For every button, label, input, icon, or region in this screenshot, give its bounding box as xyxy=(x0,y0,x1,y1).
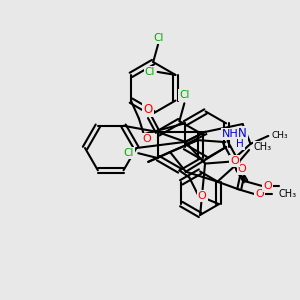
Text: CH₃: CH₃ xyxy=(271,131,288,140)
Text: NH: NH xyxy=(222,129,238,139)
Text: O: O xyxy=(238,164,247,174)
Text: Cl: Cl xyxy=(123,148,134,158)
Text: N: N xyxy=(238,128,247,140)
Text: Cl: Cl xyxy=(153,33,163,43)
Text: H: H xyxy=(236,139,244,149)
Text: O: O xyxy=(256,190,264,200)
Text: Cl: Cl xyxy=(179,90,190,100)
Text: O: O xyxy=(143,103,152,116)
Text: O: O xyxy=(263,181,272,191)
Text: O: O xyxy=(230,156,239,166)
Text: Cl: Cl xyxy=(145,67,155,77)
Text: O: O xyxy=(142,134,151,144)
Text: CH₃: CH₃ xyxy=(279,190,297,200)
Text: CH₃: CH₃ xyxy=(254,142,272,152)
Text: O: O xyxy=(198,191,206,201)
